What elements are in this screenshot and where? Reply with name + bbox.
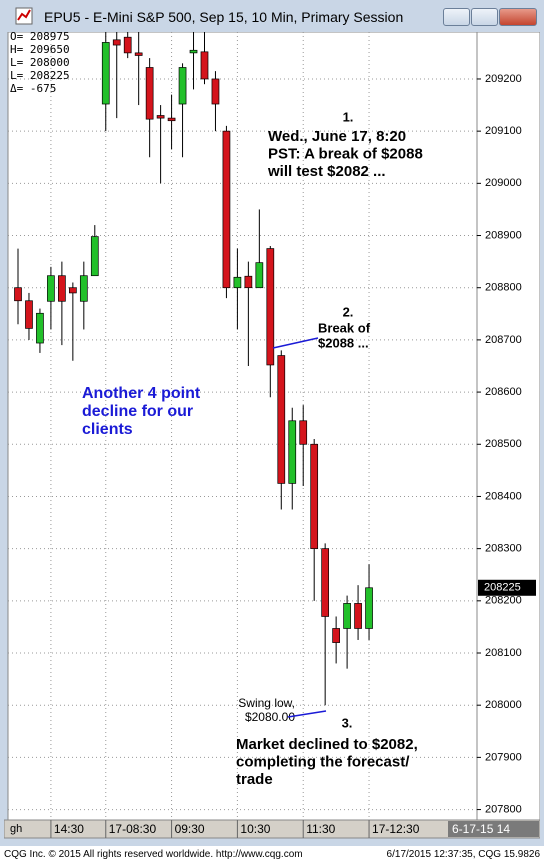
candle-body <box>145 67 154 120</box>
y-tick-label: 208800 <box>485 282 522 294</box>
annotation-text: Swing low, <box>238 696 295 710</box>
candle-body <box>354 603 362 629</box>
y-tick-label: 209200 <box>485 73 522 85</box>
candles <box>14 32 373 706</box>
y-tick-label: 208500 <box>485 438 522 450</box>
annotation-text: Break of <box>318 320 371 335</box>
candle-body <box>288 420 297 484</box>
y-tick-label: 208000 <box>485 699 522 711</box>
info-line: L= 208000 <box>10 56 70 69</box>
candle-body <box>266 248 275 366</box>
close-button[interactable] <box>499 8 537 26</box>
window-title: EPU5 - E-Mini S&P 500, Sep 15, 10 Min, P… <box>44 9 404 25</box>
candle-body <box>321 548 330 617</box>
candle-body <box>134 52 143 56</box>
y-tick-label: 208400 <box>485 490 522 502</box>
copyright: CQG Inc. © 2015 All rights reserved worl… <box>4 849 303 860</box>
annotation-number: 2. <box>343 304 354 319</box>
x-axis-left-label: gh <box>10 823 22 835</box>
y-tick-label: 208600 <box>485 386 522 398</box>
candle-body <box>189 49 198 54</box>
x-tick-label: 17-08:30 <box>109 822 157 836</box>
candle-body <box>68 287 77 294</box>
annotation-text: Another 4 point <box>82 385 201 402</box>
candle-body <box>90 236 99 277</box>
last-price-box <box>478 579 536 596</box>
annotation-text: decline for our <box>82 403 193 420</box>
y-tick-label: 208100 <box>485 647 522 659</box>
candle-body <box>36 312 44 344</box>
x-tick-label: 09:30 <box>175 822 205 836</box>
info-line: Δ= -675 <box>10 82 56 95</box>
candle-body <box>211 78 220 105</box>
info-line: H= 209650 <box>10 43 70 56</box>
candle-body <box>178 67 187 105</box>
candle-body <box>255 262 264 289</box>
candle-body <box>365 587 373 629</box>
info-line: L= 208225 <box>10 69 70 82</box>
candle-body <box>123 36 132 54</box>
annotation-text: completing the forecast/ <box>236 753 410 770</box>
date-box <box>448 821 539 837</box>
title-bar: EPU5 - E-Mini S&P 500, Sep 15, 10 Min, P… <box>0 0 544 32</box>
candle-body <box>79 275 88 302</box>
annotation-text: will test $2082 ... <box>267 163 386 180</box>
annotation-text: Market declined to $2082, <box>236 736 418 753</box>
minimize-button[interactable] <box>443 8 470 26</box>
y-tick-label: 208300 <box>485 543 522 555</box>
candle-body <box>310 443 319 549</box>
annotation-text: trade <box>236 771 273 788</box>
y-tick-label: 207900 <box>485 751 522 763</box>
date-label: 6-17-15 14 <box>452 822 510 836</box>
y-tick-label: 209000 <box>485 177 522 189</box>
candle-body <box>14 287 22 302</box>
candle-body <box>277 355 286 484</box>
y-tick-label: 209100 <box>485 125 522 137</box>
annotation-text: PST: A break of $2088 <box>268 145 423 162</box>
candle-body <box>200 51 209 80</box>
y-tick-label: 208200 <box>485 595 522 607</box>
x-axis-bar <box>4 819 540 839</box>
candle-body <box>233 276 242 289</box>
x-tick-label: 10:30 <box>240 822 270 836</box>
x-tick-label: 11:30 <box>306 822 335 836</box>
candle-body <box>58 275 66 302</box>
app-icon <box>15 7 33 25</box>
candle-body <box>112 39 121 46</box>
chart: 207800 207900 208000 208100 208200 208300 2084… <box>4 32 540 839</box>
annotation-number: 1. <box>343 109 354 124</box>
maximize-button[interactable] <box>471 8 498 26</box>
y-axis-panel <box>476 32 540 821</box>
timestamp: 6/17/2015 12:37:35, CQG 15.9826 <box>386 849 540 860</box>
y-tick-label: 208700 <box>485 334 522 346</box>
x-tick-label: 17-12:30 <box>372 822 420 836</box>
annotation-pointer <box>272 337 319 349</box>
info-line: O= 208975 <box>10 32 70 43</box>
annotation-text: $2080.00 <box>245 710 295 724</box>
candle-body <box>332 628 340 643</box>
candle-body <box>156 115 165 119</box>
candle-body <box>47 275 55 302</box>
y-tick-label: 207800 <box>485 803 522 815</box>
candle-body <box>167 117 176 122</box>
annotation-text: Wed., June 17, 8:20 <box>268 128 406 145</box>
annotation-text: clients <box>82 421 133 438</box>
candle-body <box>343 603 351 629</box>
candle-body <box>222 130 231 289</box>
y-tick-label: 208900 <box>485 229 522 241</box>
plot-background <box>7 32 478 821</box>
annotation-text: $2088 ... <box>318 335 369 350</box>
candle-body <box>244 275 253 289</box>
candle-body <box>299 420 308 445</box>
footer: CQG Inc. © 2015 All rights reserved worl… <box>0 846 544 864</box>
candle-body <box>25 300 33 329</box>
annotation-number: 3. <box>342 715 353 730</box>
last-price-label: 208225 <box>484 582 521 594</box>
candle-body <box>101 42 110 105</box>
x-tick-label: 14:30 <box>54 822 84 836</box>
annotation-pointer <box>287 710 327 718</box>
